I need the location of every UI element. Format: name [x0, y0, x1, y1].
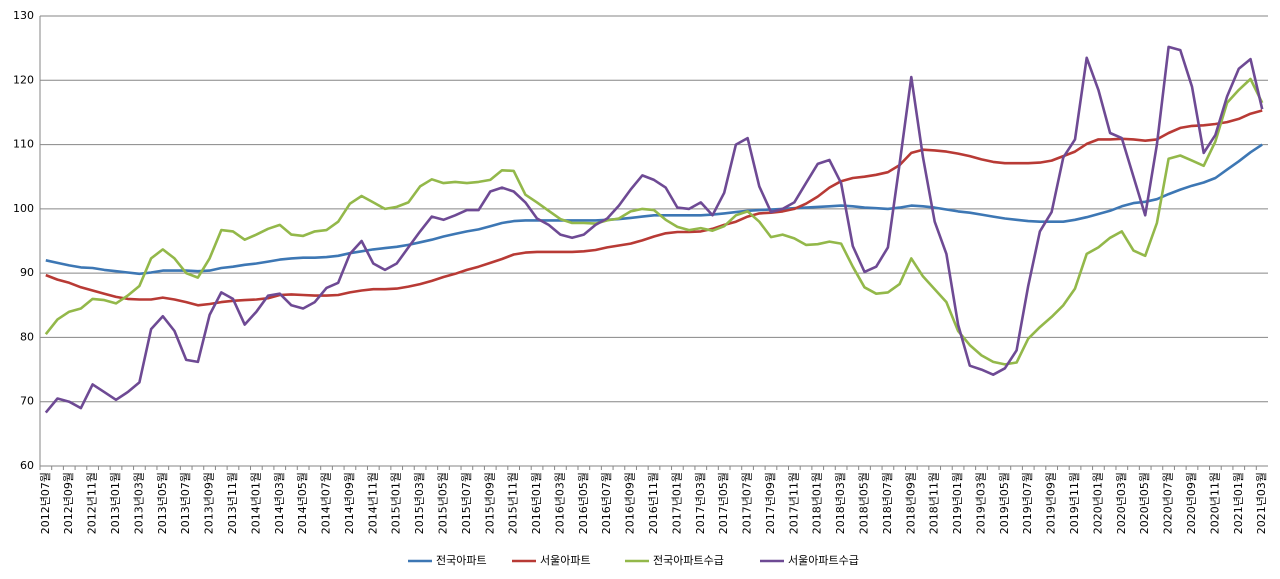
x-tick-label: 2017년09월: [764, 472, 777, 534]
x-tick-label: 2015년01월: [390, 472, 403, 534]
x-tick-label: 2014년05월: [296, 472, 309, 534]
x-tick-label: 2012년11월: [86, 472, 99, 534]
y-tick-label: 110: [13, 138, 34, 151]
x-tick-label: 2016년11월: [647, 472, 660, 534]
x-tick-label: 2013년03월: [132, 472, 145, 534]
x-tick-label: 2013년11월: [226, 472, 239, 534]
series-line: [45, 109, 1263, 307]
x-tick-label: 2019년07월: [1021, 472, 1034, 534]
x-tick-label: 2015년09월: [483, 472, 496, 534]
x-tick-label: 2013년09월: [203, 472, 216, 534]
x-tick-label: 2018년01월: [811, 472, 824, 534]
x-tick-label: 2016년07월: [600, 472, 613, 534]
x-tick-label: 2018년05월: [858, 472, 871, 534]
series-line: [44, 77, 1264, 366]
x-tick-label: 2020년05월: [1138, 472, 1151, 534]
y-tick-label: 90: [20, 266, 34, 279]
x-tick-label: 2013년05월: [156, 472, 169, 534]
x-tick-label: 2017년01월: [670, 472, 683, 534]
legend-label: 서울아파트수급: [788, 554, 859, 567]
y-tick-label: 100: [13, 202, 34, 215]
x-tick-label: 2020년03월: [1115, 472, 1128, 534]
x-tick-label: 2014년09월: [343, 472, 356, 534]
x-tick-label: 2021년03월: [1255, 472, 1268, 534]
x-tick-label: 2014년11월: [366, 472, 379, 534]
x-tick-label: 2018년07월: [881, 472, 894, 534]
x-tick-label: 2017년03월: [694, 472, 707, 534]
x-tick-label: 2020년09월: [1185, 472, 1198, 534]
x-tick-label: 2014년03월: [273, 472, 286, 534]
x-tick-label: 2019년01월: [951, 472, 964, 534]
y-tick-label: 120: [13, 73, 34, 86]
x-tick-label: 2015년07월: [460, 472, 473, 534]
x-tick-label: 2015년05월: [436, 472, 449, 534]
series-line: [44, 45, 1264, 414]
legend-label: 전국아파트: [436, 554, 487, 567]
x-tick-label: 2021년01월: [1232, 472, 1245, 534]
x-tick-label: 2019년05월: [998, 472, 1011, 534]
x-tick-label: 2017년05월: [717, 472, 730, 534]
x-tick-label: 2016년01월: [530, 472, 543, 534]
x-tick-label: 2020년11월: [1208, 472, 1221, 534]
x-tick-label: 2015년03월: [413, 472, 426, 534]
x-tick-label: 2012년09월: [62, 472, 75, 534]
x-tick-label: 2020년01월: [1091, 472, 1104, 534]
x-tick-label: 2019년03월: [974, 472, 987, 534]
x-tick-label: 2018년03월: [834, 472, 847, 534]
x-tick-label: 2014년01월: [249, 472, 262, 534]
x-tick-label: 2017년11월: [787, 472, 800, 534]
x-tick-label: 2019년09월: [1045, 472, 1058, 534]
legend-label: 전국아파트수급: [653, 554, 724, 567]
x-tick-label: 2016년03월: [553, 472, 566, 534]
x-tick-label: 2016년09월: [624, 472, 637, 534]
y-tick-label: 80: [20, 330, 34, 343]
x-tick-label: 2018년11월: [928, 472, 941, 534]
x-tick-label: 2013년01월: [109, 472, 122, 534]
x-tick-label: 2020년07월: [1162, 472, 1175, 534]
y-tick-label: 70: [20, 395, 34, 408]
y-tick-label: 60: [20, 459, 34, 472]
x-tick-label: 2013년07월: [179, 472, 192, 534]
x-tick-label: 2018년09월: [904, 472, 917, 534]
legend-label: 서울아파트: [540, 554, 591, 567]
x-tick-label: 2015년11월: [507, 472, 520, 534]
series-line: [45, 143, 1263, 276]
y-tick-label: 130: [13, 9, 34, 22]
x-tick-label: 2014년07월: [320, 472, 333, 534]
x-tick-label: 2019년11월: [1068, 472, 1081, 534]
x-tick-label: 2017년07월: [741, 472, 754, 534]
x-tick-label: 2016년05월: [577, 472, 590, 534]
x-tick-label: 2012년07월: [39, 472, 52, 534]
